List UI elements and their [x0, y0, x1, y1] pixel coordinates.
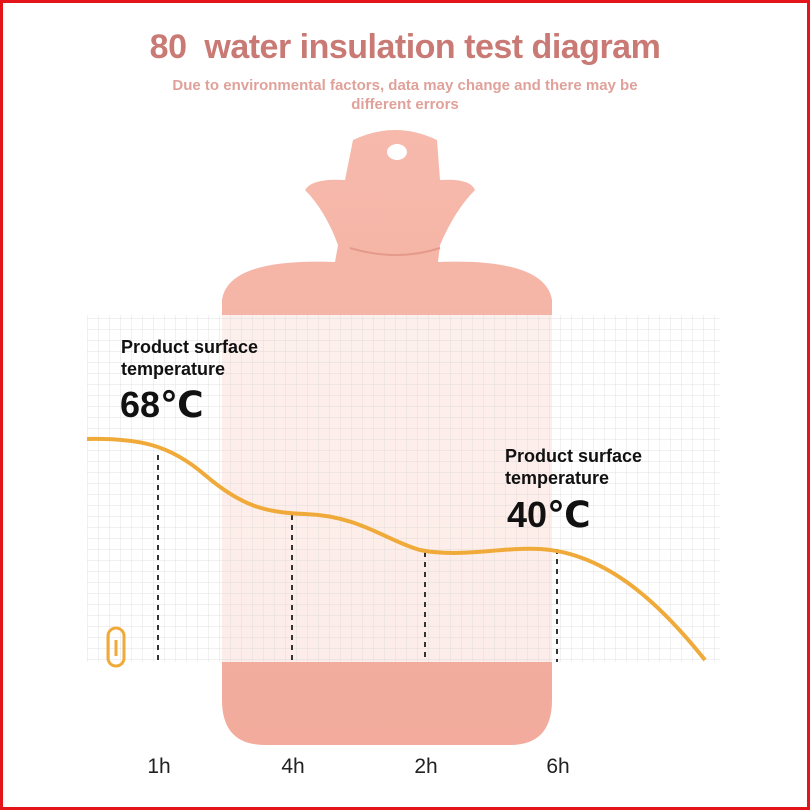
- title: 80 water insulation test diagram: [149, 28, 661, 66]
- grid: [87, 315, 720, 662]
- annotation-value: 68℃: [120, 384, 204, 425]
- time-guides: [157, 455, 558, 662]
- time-label: 1h: [147, 755, 171, 778]
- time-label: 4h: [281, 755, 305, 778]
- time-label: 2h: [414, 755, 438, 778]
- thermometer-icon: [106, 626, 126, 668]
- temperature-curve: [86, 436, 707, 662]
- annotation-label: Product surface temperature: [505, 446, 643, 488]
- annotation-value: 40℃: [507, 494, 591, 535]
- subtitle: Due to environmental factors, data may c…: [172, 77, 638, 113]
- time-label: 6h: [546, 755, 570, 778]
- annotation-label: Product surface temperature: [121, 337, 259, 379]
